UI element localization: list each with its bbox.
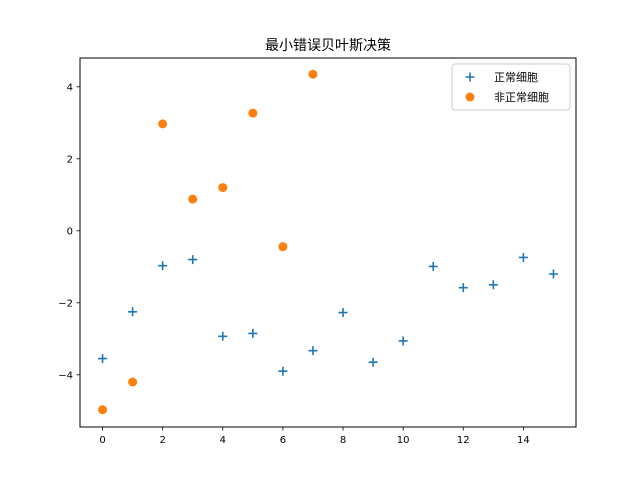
y-tick-label: 0 [67,226,73,237]
x-tick-label: 6 [280,435,286,446]
legend-label: 正常细胞 [494,71,538,84]
plot-area [98,69,558,415]
y-tick-label: −4 [58,370,73,381]
plot-frame [79,57,577,428]
legend-box [451,63,571,111]
data-point [488,280,498,290]
data-point [368,357,378,367]
y-tick-label: 4 [67,82,73,93]
data-point [398,336,408,346]
data-point [308,346,318,356]
y-tick-label: 2 [67,154,73,165]
data-point [548,269,558,279]
data-point [278,242,288,252]
data-point [188,194,198,204]
data-point [278,366,288,376]
data-point [98,354,108,364]
x-axis: 0 2 4 6 8 10 12 14 [99,427,530,446]
y-tick-label: −2 [58,298,73,309]
y-axis: −4 −2 0 2 4 [58,82,80,381]
data-point [218,331,228,341]
data-point [458,283,468,293]
data-point [98,405,108,415]
data-point [338,308,348,318]
data-point [218,183,228,193]
series-2 [98,69,318,415]
chart-title: 最小错误贝叶斯决策 [265,37,391,54]
x-tick-label: 14 [517,435,530,446]
x-tick-label: 2 [159,435,165,446]
x-tick-label: 4 [220,435,226,446]
x-tick-label: 0 [99,435,105,446]
data-point [158,119,168,129]
data-point [308,69,318,79]
data-point [248,328,258,338]
data-point [158,261,168,271]
x-tick-label: 10 [397,435,410,446]
x-tick-label: 12 [457,435,470,446]
data-point [428,261,438,271]
legend-marker [465,72,475,82]
data-point [248,108,258,118]
data-point [188,255,198,265]
legend-label: 非正常细胞 [494,91,549,104]
data-point [518,252,528,262]
legend-marker [465,92,475,102]
x-tick-label: 8 [340,435,346,446]
series-1 [98,252,558,376]
data-point [128,377,138,387]
data-point [128,307,138,317]
